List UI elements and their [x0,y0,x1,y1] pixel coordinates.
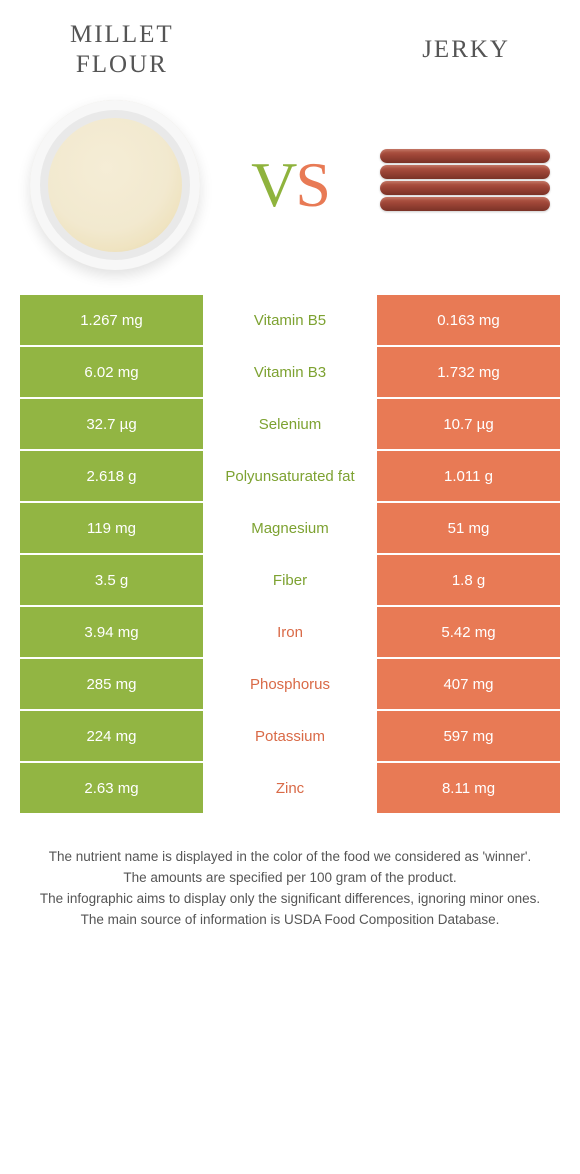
title-left: MILLET FLOUR [70,20,174,80]
right-value: 51 mg [375,503,560,555]
table-row: 224 mgPotassium597 mg [20,711,560,763]
millet-flour-image [30,100,200,270]
right-value: 1.8 g [375,555,560,607]
table-row: 6.02 mgVitamin B31.732 mg [20,347,560,399]
nutrient-name: Magnesium [205,503,375,555]
table-row: 2.63 mgZinc8.11 mg [20,763,560,815]
right-value: 10.7 µg [375,399,560,451]
nutrient-name: Vitamin B5 [205,295,375,347]
nutrient-name: Selenium [205,399,375,451]
header: MILLET FLOUR JERKY [0,0,580,90]
left-value: 2.63 mg [20,763,205,815]
left-value: 1.267 mg [20,295,205,347]
footer-line-3: The infographic aims to display only the… [30,889,550,910]
nutrient-name: Vitamin B3 [205,347,375,399]
right-value: 0.163 mg [375,295,560,347]
table-row: 1.267 mgVitamin B50.163 mg [20,295,560,347]
left-value: 6.02 mg [20,347,205,399]
left-value: 119 mg [20,503,205,555]
right-value: 597 mg [375,711,560,763]
nutrient-table: 1.267 mgVitamin B50.163 mg6.02 mgVitamin… [20,295,560,815]
table-row: 2.618 gPolyunsaturated fat1.011 g [20,451,560,503]
footer-line-1: The nutrient name is displayed in the co… [30,847,550,868]
nutrient-name: Phosphorus [205,659,375,711]
table-row: 119 mgMagnesium51 mg [20,503,560,555]
title-left-line1: MILLET [70,21,174,48]
vs-letter-v: V [251,149,295,220]
vs-label: VS [251,148,329,222]
left-value: 3.5 g [20,555,205,607]
title-right: JERKY [422,35,510,65]
vs-letter-s: S [295,149,329,220]
table-row: 285 mgPhosphorus407 mg [20,659,560,711]
nutrient-name: Fiber [205,555,375,607]
nutrient-name: Polyunsaturated fat [205,451,375,503]
bowl-icon [30,100,200,270]
left-value: 2.618 g [20,451,205,503]
table-row: 3.5 gFiber1.8 g [20,555,560,607]
footer-line-4: The main source of information is USDA F… [30,910,550,931]
jerky-image [380,145,550,225]
footer-line-2: The amounts are specified per 100 gram o… [30,868,550,889]
left-value: 224 mg [20,711,205,763]
left-value: 32.7 µg [20,399,205,451]
jerky-sticks-icon [380,145,550,225]
table-row: 3.94 mgIron5.42 mg [20,607,560,659]
left-value: 285 mg [20,659,205,711]
nutrient-name: Zinc [205,763,375,815]
right-value: 1.732 mg [375,347,560,399]
right-value: 5.42 mg [375,607,560,659]
nutrient-name: Iron [205,607,375,659]
nutrient-name: Potassium [205,711,375,763]
left-value: 3.94 mg [20,607,205,659]
hero-row: VS [0,90,580,295]
right-value: 407 mg [375,659,560,711]
right-value: 1.011 g [375,451,560,503]
right-value: 8.11 mg [375,763,560,815]
title-left-line2: FLOUR [76,51,168,78]
table-row: 32.7 µgSelenium10.7 µg [20,399,560,451]
footer-notes: The nutrient name is displayed in the co… [0,815,580,931]
